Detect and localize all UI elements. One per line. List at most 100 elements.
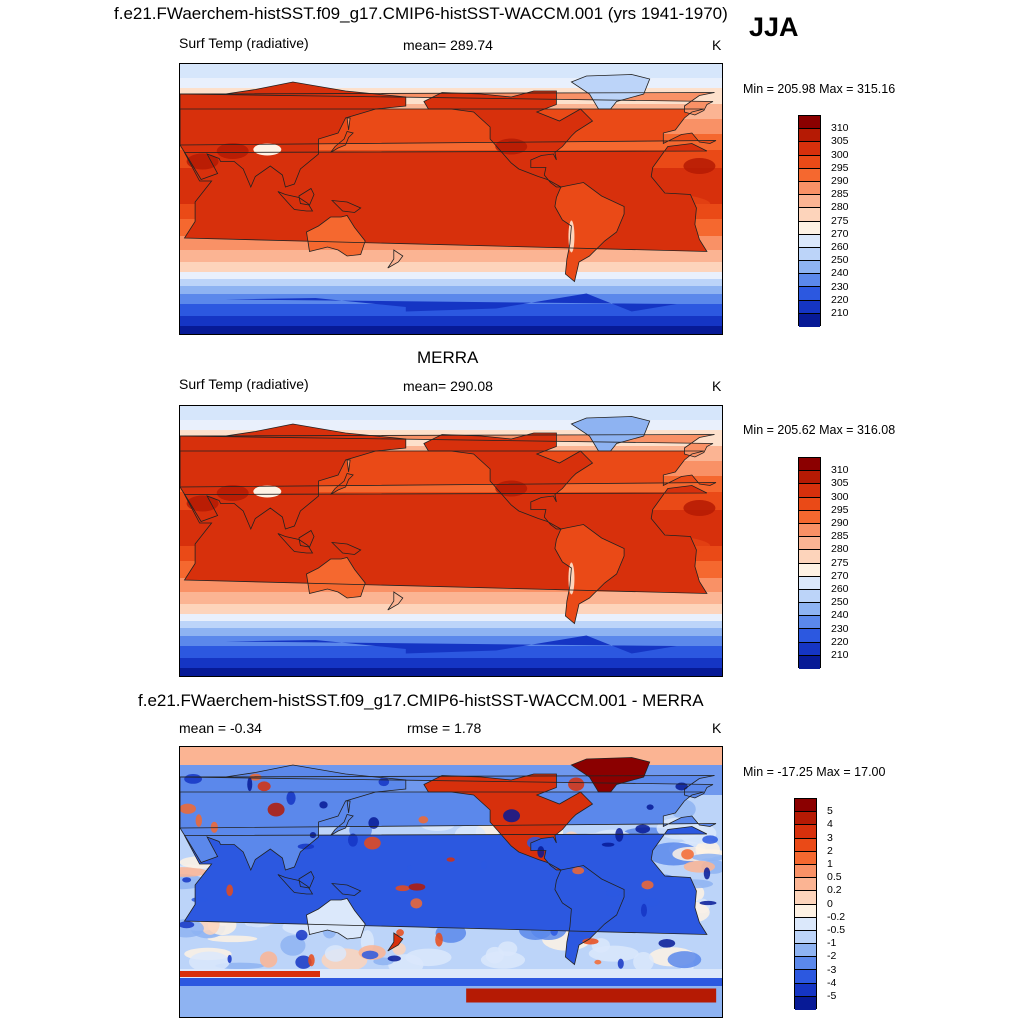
colorbar-tick-label: -5	[827, 990, 837, 1002]
panel-1-mean-label: mean= 289.74	[403, 37, 493, 53]
diff-speckle	[572, 867, 585, 875]
diff-speckle	[308, 954, 315, 967]
colorbar-tick-label: 275	[831, 214, 849, 227]
landmass-nz	[387, 592, 403, 610]
coastline-greenland	[570, 74, 651, 110]
panel-2-units: K	[712, 378, 722, 394]
colorbar-swatch	[799, 589, 820, 604]
coastline-japan	[330, 814, 354, 836]
colorbar-tick-label: 0	[827, 897, 833, 910]
diff-patch	[259, 951, 278, 968]
panel-1-map-svg	[180, 64, 722, 334]
colorbar-tick-label: 285	[831, 530, 849, 543]
diff-speckle	[641, 897, 660, 907]
landmass-indo	[277, 533, 313, 553]
coastline-aus	[306, 557, 366, 599]
hot-spot	[683, 158, 716, 174]
colorbar-swatch	[795, 996, 816, 1010]
colorbar-swatch	[799, 603, 820, 617]
temperature-band	[180, 406, 722, 420]
colorbar-tick-label: 305	[831, 135, 849, 148]
landmass-aus	[306, 557, 366, 598]
diff-speckle	[703, 867, 711, 880]
colorbar-swatch	[795, 864, 816, 879]
coastline-africa	[183, 143, 708, 252]
colorbar-swatch	[799, 195, 820, 209]
landmass-png	[332, 542, 361, 555]
panel-3-title: f.e21.FWaerchem-histSST.f09_g17.CMIP6-hi…	[138, 691, 704, 710]
colorbar-tick-label: 3	[827, 831, 833, 844]
colorbar-swatch	[795, 970, 816, 984]
diff-patch	[207, 935, 258, 943]
panel-3-units: K	[712, 720, 722, 736]
temperature-band	[180, 286, 722, 294]
landmass-nz	[387, 250, 403, 268]
coastline-aus	[306, 898, 366, 940]
colorbar-swatch	[799, 563, 820, 577]
coastline-sakhalin	[346, 800, 351, 814]
landmass-scand	[180, 92, 715, 115]
ross-anomaly	[466, 988, 717, 1003]
colorbar-tick-label: 310	[831, 464, 849, 477]
temperature-band	[180, 614, 722, 621]
temperature-band	[180, 294, 722, 304]
diff-speckle	[641, 880, 654, 890]
colorbar-tick-label: 210	[831, 649, 849, 661]
colorbar-swatch	[799, 523, 820, 538]
colorbar-swatch	[799, 261, 820, 275]
temperature-band	[180, 326, 722, 334]
colorbar-swatch	[799, 129, 820, 143]
landmass-png	[332, 883, 361, 896]
diff-speckle	[640, 903, 648, 917]
colorbar-tick-label: 260	[831, 241, 849, 253]
diff-speckle	[601, 842, 615, 847]
diff-speckle	[537, 846, 545, 858]
coastline-europe	[180, 791, 717, 829]
colorbar-swatch	[799, 221, 820, 235]
diff-speckle	[480, 860, 488, 870]
colorbar-swatch	[799, 550, 820, 564]
coastline-borneo	[298, 529, 315, 548]
colorbar-tick-label: 275	[831, 556, 849, 569]
colorbar-swatch	[799, 497, 820, 511]
diff-patch	[633, 952, 654, 972]
colorbar-swatch	[795, 878, 816, 892]
panel-1-variable-label: Surf Temp (radiative)	[179, 35, 309, 51]
colorbar-tick-label: 280	[831, 201, 849, 214]
coastline-europe	[180, 108, 717, 146]
hot-spot	[495, 480, 528, 497]
landmass-japan	[330, 814, 354, 836]
indian-anomaly	[180, 971, 320, 977]
diff-speckle	[582, 938, 599, 945]
coastline-japan	[330, 131, 354, 153]
colorbar-tick-label: 230	[831, 280, 849, 293]
temperature-band	[180, 636, 722, 646]
coastline-indo	[277, 874, 314, 895]
colorbar-swatch	[799, 300, 820, 314]
colorbar-tick-label: 295	[831, 503, 849, 516]
landmass-japan	[330, 131, 354, 153]
colorbar-tick-label: 310	[831, 122, 849, 135]
coastline-scand	[180, 92, 715, 116]
colorbar-swatch	[799, 313, 820, 327]
coastline-greenland	[570, 757, 651, 793]
landmass-samer	[554, 182, 625, 282]
diff-speckle	[446, 857, 455, 862]
landmass-japan	[330, 473, 354, 495]
panel-2-map	[179, 405, 723, 677]
colorbar-swatch	[795, 812, 816, 826]
diff-speckle	[184, 774, 203, 784]
colorbar-tick-label: -3	[827, 963, 837, 976]
colorbar-swatch	[795, 957, 816, 971]
colorbar-tick-label: 270	[831, 569, 849, 582]
hot-spot	[186, 495, 219, 512]
colorbar-tick-label: 4	[827, 818, 833, 831]
tibet-plateau	[253, 485, 282, 498]
colorbar-swatch	[799, 616, 820, 630]
panel-2-mean-label: mean= 290.08	[403, 378, 493, 394]
colorbar-swatches	[794, 798, 817, 1010]
coastline-asia	[180, 423, 407, 531]
coastline-scand	[180, 775, 715, 799]
diff-speckle	[658, 938, 676, 948]
coastline-png	[331, 882, 362, 896]
